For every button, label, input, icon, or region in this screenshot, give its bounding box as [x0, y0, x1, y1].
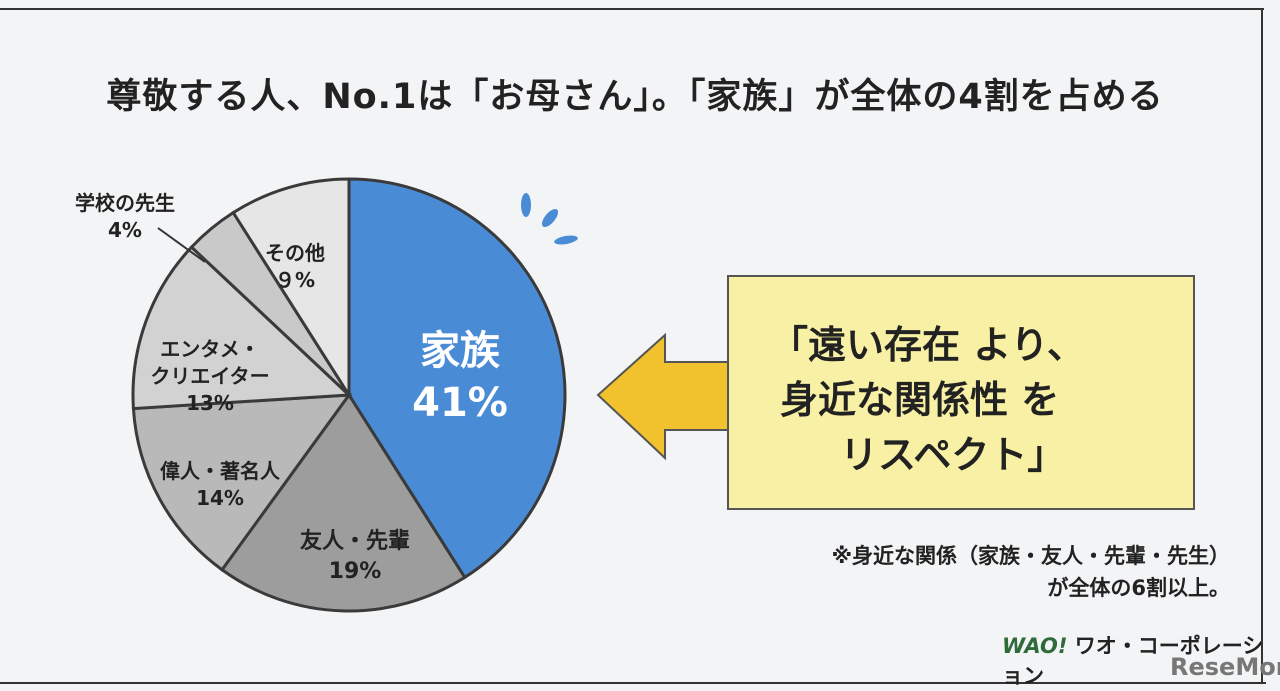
frame-bottom [0, 682, 1266, 684]
pie-slice-2 [131, 393, 353, 572]
company-logo: WAO! ワオ・コーポレーション [1002, 634, 1264, 688]
leader-line [157, 227, 206, 263]
resemom-logo: ReseMom [1170, 653, 1280, 681]
pie-slice-5 [231, 177, 351, 401]
arrow-left-icon [596, 332, 731, 461]
label-greats: 偉人・著名人 14% [160, 459, 280, 510]
frame-right [1261, 8, 1263, 684]
label-entertainment: エンタメ・ クリエイター 13% [150, 337, 270, 415]
chart-title: 尊敬する人、No.1は「お母さん」。「家族」が全体の4割を占める [106, 77, 1164, 117]
label-friends: 友人・先輩 19% [299, 529, 410, 584]
label-teachers: 学校の先生 4% [75, 191, 175, 242]
label-family: 家族 41% [412, 328, 508, 426]
callout-box [727, 275, 1195, 510]
footnote: ※身近な関係（家族・友人・先輩・先生） が全体の6割以上。 [831, 544, 1230, 600]
callout-text: 「遠い存在 より、 身近な関係性 を リスペクト」 [770, 323, 1085, 477]
emphasis-marks-icon [521, 193, 578, 245]
pie-slice-3 [131, 245, 353, 411]
label-other: その他 ９% [265, 241, 325, 292]
frame-top [0, 8, 1264, 10]
pie-slice-1 [219, 392, 467, 613]
